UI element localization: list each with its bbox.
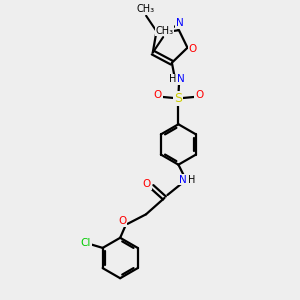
- Text: O: O: [189, 44, 197, 54]
- Text: H: H: [169, 74, 177, 84]
- Text: CH₃: CH₃: [156, 26, 174, 36]
- Text: O: O: [142, 179, 151, 189]
- Text: S: S: [174, 92, 182, 105]
- Text: O: O: [118, 217, 126, 226]
- Text: O: O: [154, 90, 162, 100]
- Text: CH₃: CH₃: [136, 4, 154, 14]
- Text: N: N: [177, 74, 185, 84]
- Text: H: H: [188, 175, 195, 184]
- Text: O: O: [195, 90, 203, 100]
- Text: Cl: Cl: [80, 238, 91, 248]
- Text: N: N: [179, 175, 187, 184]
- Text: N: N: [176, 18, 183, 28]
